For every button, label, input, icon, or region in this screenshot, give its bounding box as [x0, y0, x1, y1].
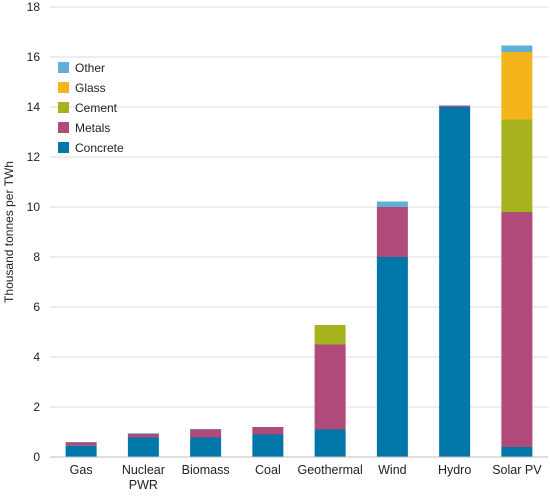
bar-segment-concrete — [127, 437, 159, 457]
x-category-label: PWR — [129, 478, 158, 492]
bar-segment-glass — [501, 52, 533, 120]
bar-segment-concrete — [252, 434, 284, 457]
bar-segment-other — [190, 429, 222, 430]
legend-swatch — [58, 122, 69, 133]
bar-segment-metals — [314, 344, 346, 430]
y-tick-label: 8 — [33, 250, 40, 264]
legend: Other Glass Cement Metals Concrete — [58, 61, 124, 155]
bar-segment-metals — [439, 105, 471, 107]
y-tick-label: 14 — [27, 100, 41, 114]
x-category-label: Nuclear — [122, 463, 165, 477]
y-tick-label: 6 — [33, 300, 40, 314]
bar-segment-other — [376, 201, 408, 207]
legend-label: Other — [75, 61, 105, 75]
x-category-label: Gas — [70, 463, 93, 477]
gridlines — [50, 6, 548, 408]
x-category-label: Wind — [378, 463, 407, 477]
y-tick-label: 12 — [27, 150, 41, 164]
bars — [65, 45, 533, 457]
bar-segment-metals — [376, 207, 408, 257]
y-tick-label: 0 — [33, 450, 40, 464]
y-axis-ticks: 0 2 4 6 8 10 12 14 16 18 — [27, 0, 41, 464]
bar-segment-metals — [190, 429, 222, 438]
bar-segment-concrete — [501, 447, 533, 457]
bar-segment-metals — [252, 427, 284, 435]
bar-segment-concrete — [190, 437, 222, 457]
x-category-label: Coal — [255, 463, 281, 477]
legend-swatch — [58, 142, 69, 153]
legend-label: Metals — [75, 121, 110, 135]
legend-label: Glass — [75, 81, 106, 95]
legend-swatch — [58, 62, 69, 73]
x-category-label: Geothermal — [297, 463, 362, 477]
bar-segment-concrete — [376, 257, 408, 457]
bar-segment-other — [127, 433, 159, 434]
bar-segment-concrete — [314, 429, 346, 457]
bar-segment-concrete — [439, 107, 471, 457]
bar-segment-metals — [65, 442, 97, 446]
x-category-label: Solar PV — [492, 463, 542, 477]
bar-segment-metals — [127, 434, 159, 438]
y-tick-label: 18 — [27, 0, 41, 14]
bar-segment-metals — [501, 212, 533, 447]
y-tick-label: 2 — [33, 400, 40, 414]
legend-label: Cement — [75, 101, 118, 115]
bar-segment-concrete — [65, 445, 97, 457]
bar-segment-cement — [314, 325, 346, 345]
legend-label: Concrete — [75, 141, 124, 155]
y-tick-label: 4 — [33, 350, 40, 364]
y-tick-label: 16 — [27, 50, 41, 64]
y-tick-label: 10 — [27, 200, 41, 214]
x-category-label: Hydro — [438, 463, 471, 477]
bar-segment-other — [501, 45, 533, 52]
legend-swatch — [58, 82, 69, 93]
bar-segment-other — [65, 442, 97, 443]
bar-segment-cement — [501, 119, 533, 212]
y-axis-label: Thousand tonnes per TWh — [2, 161, 16, 303]
x-category-label: Biomass — [182, 463, 230, 477]
bar-segment-other — [439, 105, 471, 106]
legend-swatch — [58, 102, 69, 113]
